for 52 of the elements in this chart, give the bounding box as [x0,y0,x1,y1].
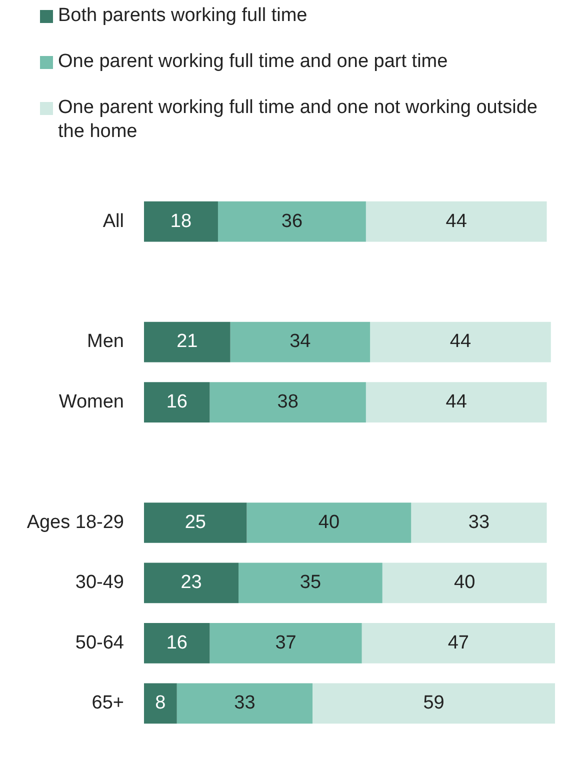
bar [238,562,382,604]
data-label: 59 [423,692,444,714]
data-label: 34 [290,331,312,352]
bar [144,562,239,604]
bar [176,683,313,724]
data-label: 33 [234,692,256,714]
bar [144,623,210,664]
data-label: 33 [468,512,490,533]
bar [366,201,547,242]
bar [312,683,555,724]
y-tick-label: 65+ [92,692,124,714]
y-tick-label: 30-49 [75,572,124,594]
bar [366,382,547,422]
y-tick-label: Ages 18-29 [26,512,124,533]
bar [210,623,362,664]
data-label: 8 [155,692,166,714]
bar [210,382,366,422]
y-tick-label: All [102,210,124,232]
legend-label: One parent working full time and one not working outside the home [58,97,538,142]
data-label: 40 [318,512,340,533]
data-label: 37 [275,632,296,654]
bar [218,201,366,242]
data-label: 36 [281,210,303,232]
data-label: 21 [176,331,198,352]
bar [144,382,210,422]
legend-label: Both parents working full time [58,5,308,26]
bar [370,322,551,362]
y-tick-label: Women [58,391,124,412]
bar [382,562,547,604]
data-label: 35 [300,572,322,594]
data-label: 44 [446,391,468,412]
bar [144,322,230,362]
y-tick-label: 50-64 [75,632,124,654]
data-label: 23 [180,572,202,594]
data-label: 16 [166,391,188,412]
data-label: 44 [446,210,468,232]
data-label: 44 [450,331,472,352]
bar [362,623,555,664]
bar [144,683,177,724]
data-label: 25 [184,512,206,533]
bar [144,201,218,242]
bar [246,502,412,543]
bar [411,502,547,543]
data-label: 16 [166,632,188,654]
y-tick-label: Men [87,331,124,352]
legend-label: One parent working full time and one part time [58,51,448,72]
data-label: 40 [454,572,476,594]
data-label: 47 [448,632,469,654]
data-label: 18 [170,210,192,232]
data-label: 38 [277,391,298,412]
bar [144,502,247,543]
bar [230,322,370,362]
